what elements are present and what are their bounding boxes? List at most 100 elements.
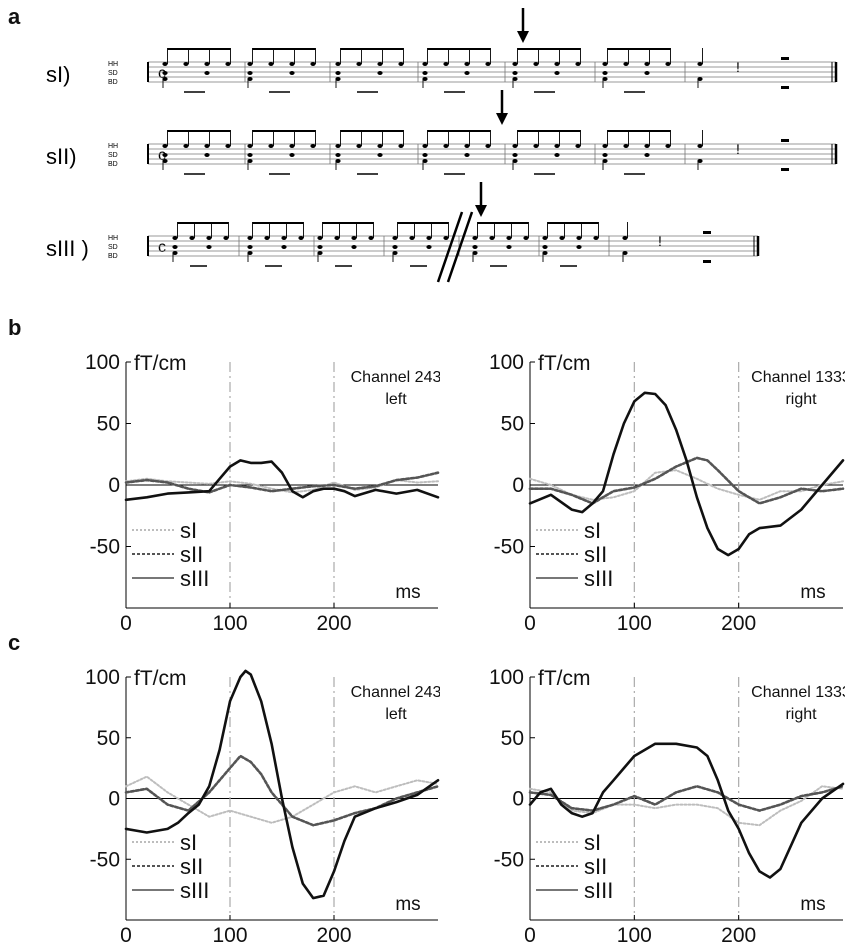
- note-head: [576, 245, 582, 249]
- legend-label-sIII: sIII: [180, 566, 209, 591]
- note-head: [554, 144, 560, 148]
- x-axis-label: ms: [395, 894, 420, 915]
- note-head: [356, 62, 362, 66]
- y-tick-label: -50: [90, 848, 120, 871]
- note-head: [398, 144, 404, 148]
- note-head: [533, 62, 539, 66]
- note-head: [554, 62, 560, 66]
- drum-notation: sI) HH SD BD c ǃ sII) HH SD BD c ǃ sIII ) HH SD BD c ǃ: [46, 8, 838, 283]
- break-mark: [446, 211, 474, 283]
- note-head: [512, 159, 518, 163]
- instrument-label: HH: [108, 61, 118, 68]
- x-tick-label: 200: [721, 924, 756, 942]
- break-mark: [436, 211, 464, 283]
- note-head: [298, 236, 304, 240]
- x-tick-label: 0: [524, 924, 536, 942]
- y-tick-label: 0: [512, 788, 524, 811]
- note-head: [317, 245, 323, 249]
- note-head: [377, 71, 383, 75]
- instrument-label: BD: [108, 161, 118, 168]
- note-head: [512, 62, 518, 66]
- x-tick-label: 100: [212, 924, 247, 942]
- channel-annotation: right: [785, 391, 817, 408]
- legend-label-sI: sI: [180, 518, 197, 543]
- note-head: [225, 144, 231, 148]
- rest: ǃ: [658, 233, 662, 249]
- rest: [781, 57, 789, 60]
- note-head: [162, 144, 168, 148]
- note-head: [422, 77, 428, 81]
- y-tick-label: 0: [108, 474, 120, 497]
- x-tick-label: 100: [617, 612, 652, 630]
- note-head: [602, 153, 608, 157]
- note-head: [356, 144, 362, 148]
- note-head: [247, 71, 253, 75]
- channel-annotation: Channel 243: [351, 369, 440, 386]
- note-head: [247, 251, 253, 255]
- note-head: [377, 62, 383, 66]
- staff-row: sI) HH SD BD c ǃ: [46, 8, 838, 93]
- legend-label-sII: sII: [584, 542, 607, 567]
- note-head: [523, 236, 529, 240]
- note-head: [426, 245, 432, 249]
- note-head: [542, 251, 548, 255]
- note-head: [204, 71, 210, 75]
- channel-annotation: Channel 1333: [751, 369, 845, 386]
- note-head: [335, 71, 341, 75]
- instrument-label: HH: [108, 143, 118, 150]
- note-head: [351, 245, 357, 249]
- note-head: [506, 236, 512, 240]
- note-head: [281, 245, 287, 249]
- note-head: [247, 245, 253, 249]
- note-head: [422, 159, 428, 163]
- staff-row-label: sII): [46, 144, 77, 169]
- note-head: [602, 62, 608, 66]
- note-head: [485, 144, 491, 148]
- panel-letter-b: b: [8, 315, 22, 340]
- y-tick-label: -50: [494, 536, 524, 559]
- chart-c-right: 100 50 0 -50 0 100 200 fT/cm ms Channel 1333 right…: [489, 666, 845, 942]
- note-head: [204, 153, 210, 157]
- note-head: [602, 71, 608, 75]
- note-head: [183, 144, 189, 148]
- note-head: [392, 245, 398, 249]
- instrument-label: BD: [108, 253, 118, 260]
- note-head: [622, 236, 628, 240]
- note-head: [575, 144, 581, 148]
- note-head: [162, 159, 168, 163]
- note-head: [644, 71, 650, 75]
- series-line-sIII: [124, 459, 440, 502]
- note-head: [542, 245, 548, 249]
- legend-label-sI: sI: [584, 830, 601, 855]
- instrument-label: SD: [108, 152, 118, 159]
- legend-label-sII: sII: [180, 854, 203, 879]
- note-head: [697, 159, 703, 163]
- time-signature: c: [158, 239, 166, 256]
- note-head: [697, 144, 703, 148]
- note-head: [422, 71, 428, 75]
- series-line-sI: [529, 785, 844, 827]
- series-line-sII: [124, 471, 440, 494]
- x-tick-label: 0: [524, 612, 536, 630]
- note-head: [576, 236, 582, 240]
- y-tick-label: 50: [501, 727, 524, 750]
- x-tick-label: 200: [721, 612, 756, 630]
- y-tick-label: -50: [90, 536, 120, 559]
- time-signature: c: [158, 65, 166, 82]
- channel-annotation: right: [785, 706, 817, 723]
- note-head: [472, 251, 478, 255]
- note-head: [310, 144, 316, 148]
- note-head: [247, 144, 253, 148]
- note-head: [426, 236, 432, 240]
- series-line-sI: [529, 469, 844, 501]
- note-head: [289, 153, 295, 157]
- channel-annotation: Channel 1333: [751, 684, 845, 701]
- channel-annotation: left: [385, 706, 407, 723]
- legend-label-sI: sI: [584, 518, 601, 543]
- note-head: [268, 144, 274, 148]
- note-head: [472, 236, 478, 240]
- note-head: [512, 77, 518, 81]
- series-line-sII: [124, 754, 440, 827]
- arrow-head: [496, 113, 508, 125]
- note-head: [247, 159, 253, 163]
